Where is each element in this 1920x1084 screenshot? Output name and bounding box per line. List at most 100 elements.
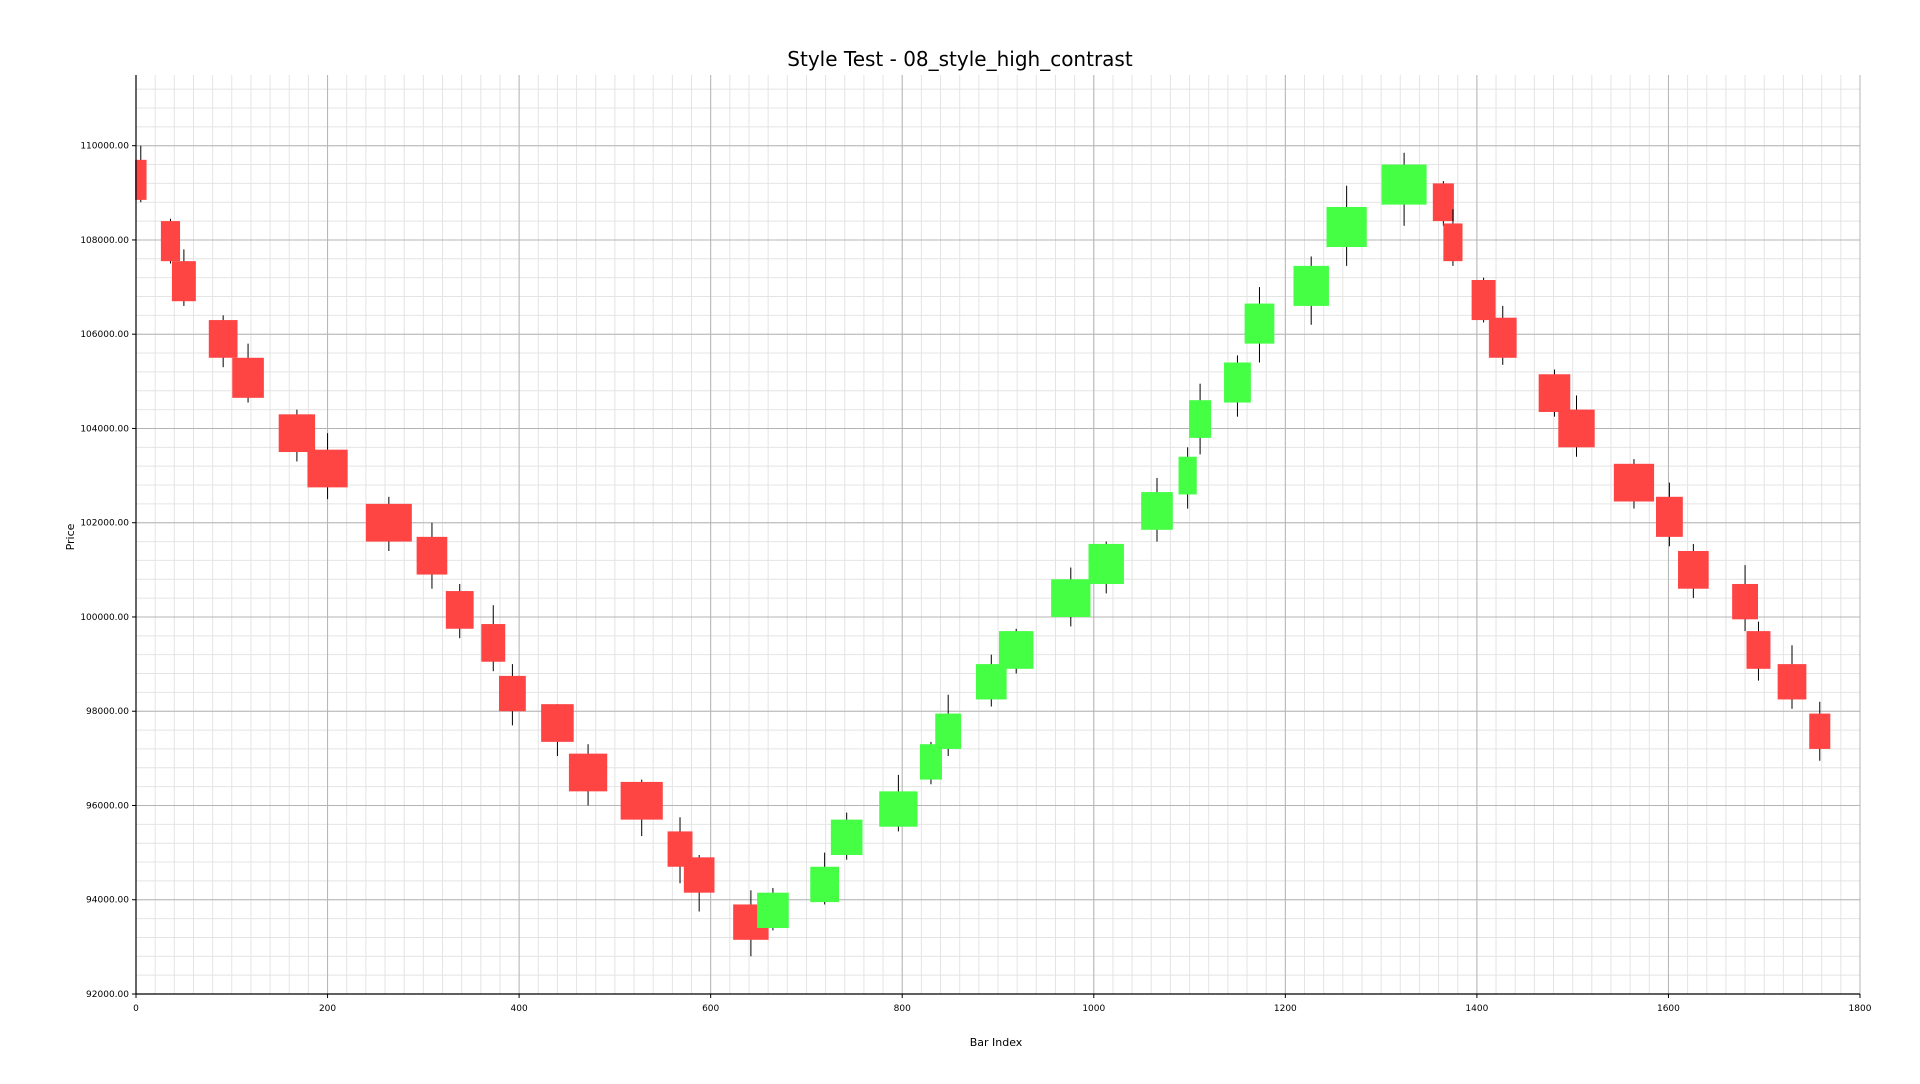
- x-axis-label: Bar Index: [970, 1036, 1023, 1049]
- candle-body-down: [1655, 496, 1683, 537]
- candle: [307, 433, 348, 500]
- candle-body-down: [1746, 631, 1771, 669]
- candle: [445, 583, 474, 639]
- y-tick-label: 98000.00: [86, 707, 129, 717]
- candle-body-up: [1293, 265, 1329, 306]
- candle: [1178, 447, 1197, 509]
- candle: [1746, 621, 1771, 681]
- y-tick-label: 102000.00: [80, 519, 129, 529]
- candle: [757, 887, 789, 931]
- candle: [208, 315, 238, 368]
- candle-body-up: [879, 791, 918, 827]
- candle-body-down: [160, 221, 181, 262]
- candle-body-down: [683, 857, 715, 893]
- candle: [1189, 383, 1212, 455]
- candle-body-down: [1538, 374, 1571, 412]
- candle-body-down: [1732, 583, 1758, 620]
- x-tick-label: 1400: [1465, 1004, 1488, 1014]
- candle: [683, 854, 715, 912]
- y-axis-label: Price: [64, 523, 77, 550]
- candle: [1809, 701, 1831, 761]
- candle: [1443, 209, 1463, 266]
- candle-body-up: [998, 631, 1034, 669]
- candle: [1777, 645, 1807, 709]
- candle: [935, 694, 962, 757]
- y-tick-label: 100000.00: [80, 613, 129, 623]
- candle-body-down: [481, 624, 506, 662]
- candle-body-up: [1244, 303, 1275, 344]
- candle: [1141, 477, 1173, 542]
- candle-body-down: [307, 449, 348, 488]
- candle: [232, 343, 264, 403]
- x-tick-label: 1000: [1082, 1004, 1105, 1014]
- candle-body-down: [541, 704, 574, 742]
- candle: [830, 812, 863, 860]
- candle-body-down: [1613, 463, 1655, 502]
- candle: [541, 704, 574, 757]
- candle: [1678, 543, 1709, 599]
- candle-body-up: [1224, 362, 1251, 403]
- y-tick-label: 104000.00: [80, 424, 129, 434]
- candle: [919, 741, 942, 785]
- candle: [1381, 152, 1427, 226]
- candle: [1244, 287, 1275, 363]
- x-tick-label: 1600: [1657, 1004, 1680, 1014]
- x-tick-label: 1800: [1849, 1004, 1872, 1014]
- candle-body-down: [1809, 713, 1831, 749]
- candle-body-down: [1777, 664, 1807, 700]
- y-tick-label: 96000.00: [86, 801, 129, 811]
- candle: [1471, 277, 1496, 323]
- chart-title: Style Test - 08_style_high_contrast: [787, 47, 1133, 71]
- candle-body-up: [919, 744, 942, 780]
- candle-body-down: [1488, 317, 1517, 358]
- candle-body-down: [568, 753, 608, 792]
- candle: [1088, 541, 1124, 594]
- candle-body-up: [975, 664, 1007, 700]
- candle-body-up: [830, 819, 863, 855]
- candle-body-up: [1088, 543, 1124, 584]
- candle-body-down: [620, 781, 663, 820]
- candle: [160, 218, 181, 264]
- candle-body-up: [1178, 456, 1197, 495]
- candle: [278, 409, 316, 462]
- y-tick-label: 94000.00: [86, 896, 129, 906]
- candle: [810, 852, 840, 905]
- candle: [620, 779, 663, 837]
- candle-body-down: [135, 159, 147, 200]
- candle: [365, 496, 412, 551]
- candle-body-down: [1678, 550, 1709, 589]
- ticks: 0 200 400 600 800 1000 1200 1400 1600 1800 92000.0…: [80, 142, 1871, 1014]
- candle-body-down: [1558, 409, 1595, 448]
- candle-body-up: [935, 713, 962, 749]
- candle-body-down: [498, 675, 526, 712]
- candle: [1655, 482, 1683, 547]
- candle-body-down: [1432, 183, 1454, 222]
- candle: [1558, 395, 1595, 457]
- x-tick-label: 800: [894, 1004, 911, 1014]
- candle: [998, 628, 1034, 674]
- x-tick-label: 1200: [1274, 1004, 1297, 1014]
- candle-body-down: [171, 261, 196, 302]
- candle: [135, 145, 147, 203]
- candle-body-down: [278, 414, 316, 453]
- candle: [1732, 565, 1758, 632]
- candle: [1488, 305, 1517, 365]
- candle-body-up: [1141, 492, 1173, 530]
- y-tick-label: 106000.00: [80, 330, 129, 340]
- candle-body-down: [1471, 280, 1496, 321]
- candle: [1326, 185, 1367, 266]
- candle-body-up: [810, 866, 840, 903]
- candle-body-up: [1189, 400, 1212, 438]
- candle-body-down: [208, 320, 238, 358]
- candle-body-up: [1326, 206, 1367, 248]
- candle-body-up: [757, 892, 789, 929]
- candle: [1613, 459, 1655, 509]
- axes: [135, 75, 1860, 995]
- candle: [879, 774, 918, 832]
- candle: [1293, 256, 1329, 325]
- candle-body-up: [1381, 164, 1427, 205]
- x-tick-label: 0: [133, 1004, 139, 1014]
- candle-body-down: [232, 357, 264, 398]
- candle-body-down: [365, 503, 412, 542]
